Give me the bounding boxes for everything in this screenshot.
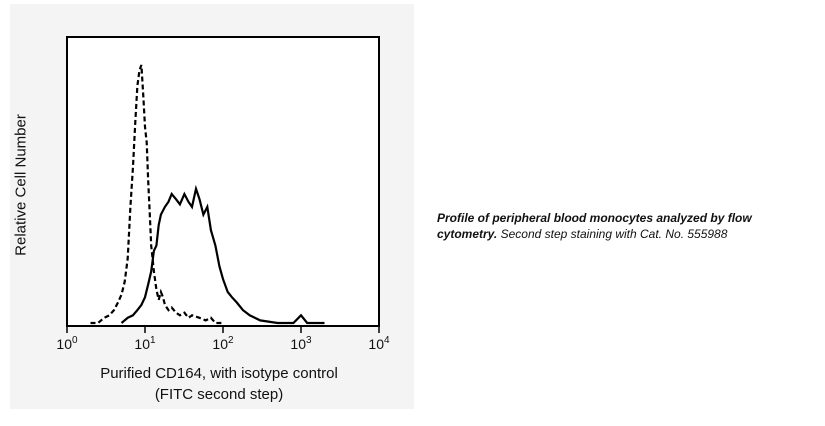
x-tick-exponent: 1 [150,335,156,346]
caption-bold: Profile of peripheral blood monocytes an… [437,211,752,241]
x-tick-exponent: 4 [384,335,390,346]
x-tick-exponent: 0 [72,335,78,346]
cd164-series [120,184,325,325]
x-axis-ticks: 100 101 102 103 104 [56,326,390,352]
x-tick-exponent: 2 [228,335,234,346]
x-tick-base: 10 [290,336,306,352]
y-axis-title-box: Relative Cell Number [13,114,30,256]
x-tick-base: 10 [134,336,150,352]
x-tick-base: 10 [56,336,72,352]
y-axis-title: Relative Cell Number [12,114,30,256]
x-axis-title-line2: (FITC second step) [154,386,284,403]
x-tick-label: 100 [56,335,78,352]
x-tick-base: 10 [368,336,384,352]
x-tick-label: 102 [212,335,234,352]
caption-text: Second step staining with Cat. No. 55598… [500,227,728,241]
x-axis-title-line1: Purified CD164, with isotype control [100,365,338,382]
figure-caption: Profile of peripheral blood monocytes an… [437,210,812,242]
x-tick-exponent: 3 [306,335,312,346]
x-tick-label: 103 [290,335,312,352]
isotype-control-series [90,64,223,325]
x-tick-base: 10 [212,336,228,352]
x-tick-label: 101 [134,335,156,352]
series-layer [90,64,325,325]
plot-frame [66,36,380,327]
x-tick-label: 104 [368,335,390,352]
